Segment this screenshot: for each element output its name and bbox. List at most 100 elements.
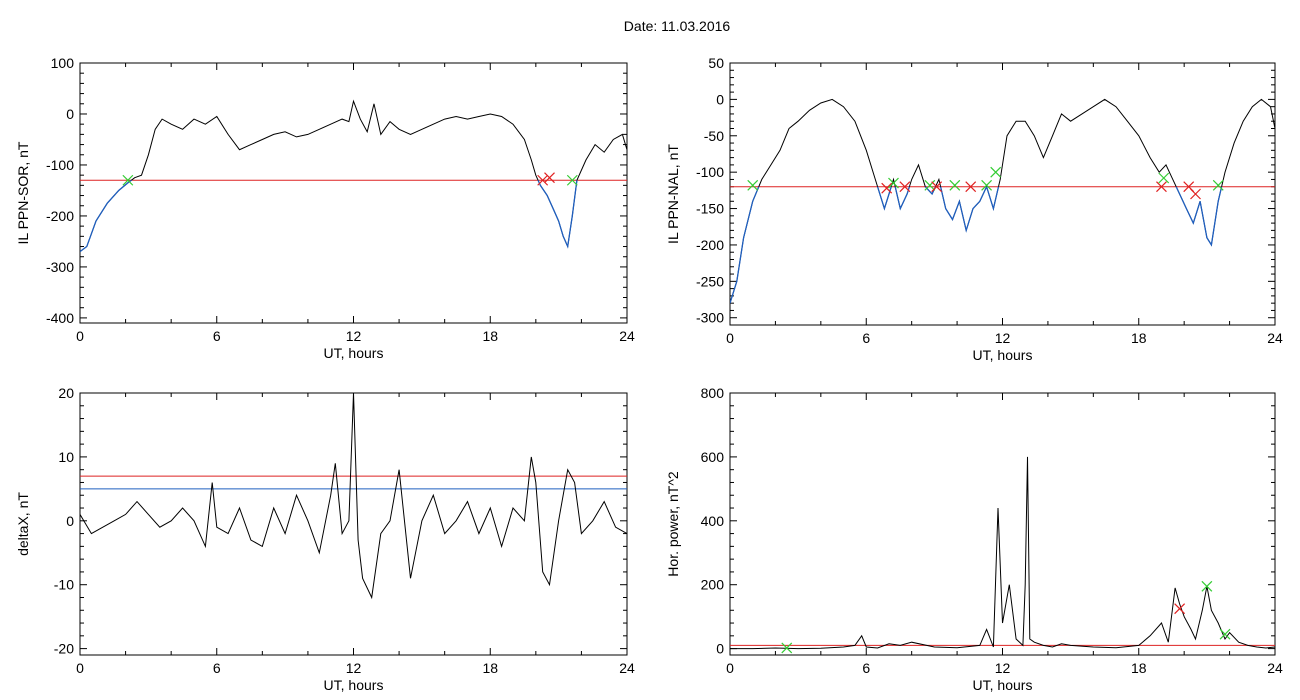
x-tick-label: 24 <box>1267 330 1283 346</box>
y-tick-label: 400 <box>701 513 725 529</box>
y-tick-label: -100 <box>46 157 74 173</box>
y-tick-label: -150 <box>696 201 724 217</box>
y-tick-label: -200 <box>696 237 724 253</box>
plot-frame <box>729 62 1276 326</box>
x-tick-label: 24 <box>619 328 635 344</box>
event-marker-red <box>899 181 911 193</box>
date-label: Date: <box>623 18 658 34</box>
marker-stroke <box>1183 181 1195 193</box>
y-tick-label: -50 <box>704 128 724 144</box>
x-axis-label: UT, hours <box>973 677 1033 693</box>
y-tick-label: 0 <box>66 106 74 122</box>
y-tick-label: 100 <box>51 55 75 71</box>
x-tick-label: 12 <box>995 330 1011 346</box>
series-line <box>80 393 627 600</box>
event-marker-red <box>1190 188 1201 200</box>
y-tick-label: 0 <box>66 513 74 529</box>
y-tick-label: -100 <box>696 164 724 180</box>
marker-stroke <box>1174 603 1186 615</box>
marker-stroke <box>537 174 549 186</box>
marker-stroke <box>981 179 993 191</box>
chart-nal: 0 6 12 18 24 -300 -250 -200 -150 -100 -50 0 50 UT, ho… <box>665 55 1283 363</box>
event-marker-red <box>965 181 977 193</box>
marker-stroke <box>1201 580 1213 592</box>
chart-deltax: 0 6 12 18 24 -20 -10 0 10 20 UT, hours deltaX, nT <box>15 385 635 693</box>
x-tick-label: 6 <box>862 330 870 346</box>
event-marker-green <box>981 179 993 191</box>
x-tick-label: 12 <box>346 660 362 676</box>
y-tick-label: 800 <box>701 385 725 401</box>
x-axis-label: UT, hours <box>324 345 384 361</box>
x-tick-label: 6 <box>213 660 221 676</box>
marker-stroke <box>931 181 943 193</box>
x-tick-label: 18 <box>482 660 498 676</box>
y-tick-label: 50 <box>708 55 724 71</box>
y-axis-label: Hor. power, nT^2 <box>665 471 681 577</box>
x-tick-label: 18 <box>1131 660 1147 676</box>
series-line <box>730 98 1275 304</box>
x-tick-label: 6 <box>213 328 221 344</box>
y-tick-label: -300 <box>46 259 74 275</box>
x-tick-label: 6 <box>862 660 870 676</box>
marker-stroke <box>122 174 134 186</box>
x-tick-label: 18 <box>482 328 498 344</box>
x-tick-label: 24 <box>619 660 635 676</box>
event-marker-green <box>924 179 936 191</box>
y-tick-label: 0 <box>716 91 724 107</box>
marker-stroke <box>781 642 793 654</box>
marker-stroke <box>965 181 977 193</box>
x-tick-label: 0 <box>726 660 734 676</box>
y-tick-label: -10 <box>54 577 74 593</box>
event-marker-green <box>1219 628 1231 640</box>
event-marker-red <box>931 181 943 193</box>
event-marker-red <box>881 182 893 194</box>
y-axis-label: IL PPN-NAL, nT <box>665 144 681 244</box>
date-value: 11.03.2016 <box>661 18 731 34</box>
y-tick-label: -200 <box>46 208 74 224</box>
figure-title: Date: 11.03.2016 <box>0 18 1300 34</box>
event-marker-green <box>1158 172 1170 184</box>
event-marker-green <box>1212 179 1224 191</box>
x-axis-label: UT, hours <box>973 347 1033 363</box>
y-tick-label: 200 <box>701 577 725 593</box>
marker-stroke <box>747 179 759 191</box>
event-marker-red <box>1156 181 1167 193</box>
x-tick-label: 24 <box>1267 660 1283 676</box>
series-below-threshold <box>730 186 1223 304</box>
y-tick-label: 10 <box>58 449 74 465</box>
event-marker-green <box>949 179 961 191</box>
y-tick-label: 0 <box>716 641 724 657</box>
x-tick-label: 0 <box>76 328 84 344</box>
marker-stroke <box>1212 179 1224 191</box>
y-tick-label: -400 <box>46 310 74 326</box>
chart-power: 0 6 12 18 24 0 200 400 600 800 UT, hours Hor. power… <box>665 385 1283 693</box>
marker-stroke <box>990 166 1002 178</box>
series-line <box>80 99 627 253</box>
event-marker-green <box>566 174 578 186</box>
series-below-threshold <box>80 180 578 253</box>
y-axis-label: deltaX, nT <box>15 492 31 556</box>
y-tick-label: 20 <box>58 385 74 401</box>
event-marker-green <box>747 179 759 191</box>
marker-stroke <box>1219 628 1231 640</box>
x-tick-label: 0 <box>76 660 84 676</box>
event-marker-red <box>1174 603 1186 615</box>
y-tick-label: -20 <box>54 641 74 657</box>
marker-stroke <box>566 174 578 186</box>
marker-stroke <box>1156 181 1167 193</box>
event-marker-green <box>122 174 134 186</box>
x-axis-label: UT, hours <box>324 677 384 693</box>
event-marker-green <box>781 642 793 654</box>
event-marker-red <box>537 174 549 186</box>
marker-stroke <box>924 179 936 191</box>
y-axis-label: IL PPN-SOR, nT <box>15 141 31 244</box>
plot-frame <box>79 392 628 656</box>
marker-stroke <box>1190 188 1201 200</box>
marker-stroke <box>1158 172 1170 184</box>
marker-stroke <box>888 177 899 189</box>
event-marker-green <box>1201 580 1213 592</box>
event-marker-red <box>544 172 555 184</box>
y-tick-label: -300 <box>696 310 724 326</box>
series-line <box>730 456 1275 650</box>
